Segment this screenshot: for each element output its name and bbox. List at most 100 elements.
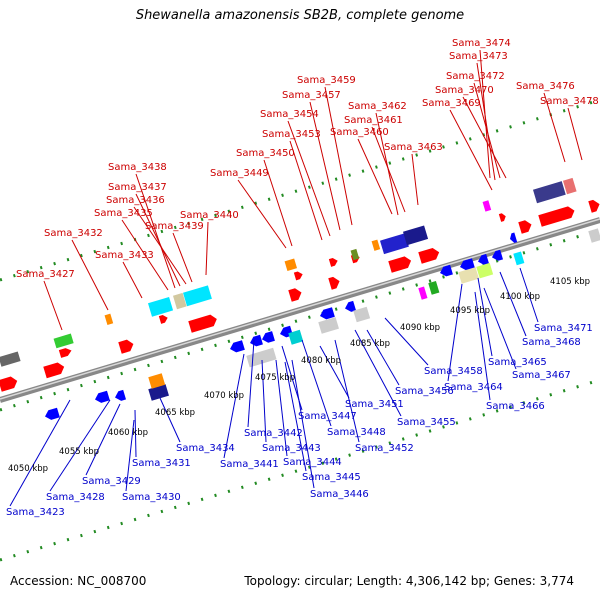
tick-dot-lines (0, 98, 600, 562)
gene-forward-6 (388, 256, 412, 273)
gene-label-top: Sama_3472 (446, 71, 505, 82)
gene-forward-5 (328, 276, 340, 290)
leader-top-16 (237, 179, 287, 249)
scale-label: 4070 kbp (204, 391, 244, 401)
leader-top-13 (357, 138, 393, 215)
dots-upper (0, 98, 600, 282)
gene-label-bottom: Sama_3452 (355, 443, 414, 454)
leader-top-12 (289, 140, 323, 241)
gene-label-top: Sama_3438 (108, 162, 167, 173)
gene-reverse-3 (230, 340, 245, 353)
gene-label-top: Sama_3474 (452, 38, 511, 49)
leader-bottom-0 (519, 267, 539, 323)
leader-bottom-19 (159, 397, 181, 443)
leader-bottom-14 (261, 359, 267, 443)
gene-label-top: Sama_3478 (540, 96, 599, 107)
gene-label-top: Sama_3449 (210, 168, 269, 179)
leader-bottom-11 (301, 339, 332, 427)
leader-top-20 (121, 219, 169, 291)
gene-block-5 (532, 181, 566, 204)
leader-top-25 (43, 280, 63, 331)
leader-top-24 (122, 261, 143, 299)
gene-features (0, 177, 600, 420)
leader-top-19 (133, 206, 187, 285)
gene-reverse-5 (262, 331, 275, 343)
scale-label: 4105 kbp (550, 277, 590, 287)
gene-forward-0 (0, 376, 18, 392)
gene-label-bottom: Sama_3465 (488, 357, 547, 368)
gene-forward-small-5 (498, 213, 506, 222)
gene-reverse-2 (115, 389, 127, 401)
gene-label-top: Sama_3470 (435, 85, 494, 96)
gene-label-bottom: Sama_3431 (132, 458, 191, 469)
scale-label: 4060 kbp (108, 428, 148, 438)
gene-label-bottom: Sama_3447 (298, 411, 357, 422)
gene-misc-0 (53, 333, 74, 349)
leader-top-21 (205, 221, 209, 276)
gene-label-top: Sama_3450 (236, 148, 295, 159)
gene-forward-1 (43, 362, 65, 379)
leader-top-14 (411, 153, 419, 206)
gene-label-top: Sama_3436 (106, 195, 165, 206)
leader-bottom-9 (354, 329, 402, 417)
gene-misc-3 (284, 258, 298, 271)
scale-label: 4065 kbp (155, 408, 195, 418)
leader-bottom-16 (275, 359, 288, 457)
leader-bottom-17 (284, 361, 307, 472)
gene-label-bottom: Sama_3442 (244, 428, 303, 439)
gene-label-bottom: Sama_3423 (6, 507, 65, 518)
leader-bottom-21 (85, 403, 121, 476)
gene-reverse-13 (510, 232, 518, 243)
gene-label-top: Sama_3461 (344, 115, 403, 126)
leader-bottom-15 (223, 353, 245, 459)
gene-label-top: Sama_3473 (449, 51, 508, 62)
scale-label: 4090 kbp (400, 323, 440, 333)
gene-labels: Sama_3474 Sama_3473 Sama_3472 Sama_3470 Sama… (6, 38, 599, 518)
gene-forward-2 (118, 339, 134, 354)
scale-label: 4085 kbp (350, 339, 390, 349)
gene-forward-small-0 (58, 348, 72, 358)
gene-reverse-0 (45, 407, 60, 420)
gene-forward-4 (288, 288, 302, 302)
leader-bottom-23 (125, 419, 135, 492)
gene-misc-6 (104, 313, 114, 325)
gene-label-bottom: Sama_3428 (46, 492, 105, 503)
gene-label-bottom: Sama_3446 (310, 489, 369, 500)
gene-label-bottom: Sama_3458 (424, 366, 483, 377)
leader-bottom-8 (319, 345, 350, 399)
gene-misc-5 (482, 200, 492, 212)
gene-forward-small-1 (158, 315, 168, 324)
gene-forward-7 (418, 247, 440, 264)
leader-bottom-18 (291, 359, 315, 489)
leader-bottom-22 (49, 399, 111, 492)
gene-reverse-11 (478, 253, 490, 265)
scale-labels: 4050 kbp 4055 kbp 4060 kbp 4065 kbp 4070 kbp… (8, 277, 590, 474)
gene-label-bottom: Sama_3466 (486, 401, 545, 412)
gene-misc-2 (350, 248, 360, 261)
backbone-highlight (0, 218, 600, 400)
gene-forward-10 (588, 199, 600, 213)
gene-reverse-block-9 (476, 262, 494, 279)
gene-block-0 (147, 296, 174, 317)
gene-label-top: Sama_3469 (422, 98, 481, 109)
leader-bottom-2 (477, 277, 493, 357)
gene-label-top: Sama_3462 (348, 101, 407, 112)
gene-label-bottom: Sama_3441 (220, 459, 279, 470)
leader-top-10 (375, 112, 399, 216)
gene-reverse-block-10 (513, 251, 525, 266)
scale-label: 4055 kbp (59, 447, 99, 457)
leader-bottom-20 (134, 409, 137, 458)
scale-label: 4075 kbp (255, 373, 295, 383)
gene-reverse-block-0 (148, 384, 169, 401)
gene-forward-small-2 (293, 271, 303, 281)
gene-reverse-block-7 (428, 280, 440, 295)
leader-bottom-6 (384, 317, 429, 366)
gene-label-top: Sama_3439 (145, 221, 204, 232)
gene-label-bottom: Sama_3468 (522, 337, 581, 348)
leader-bottom-4 (447, 283, 463, 382)
gene-block-3 (379, 233, 409, 255)
gene-label-bottom: Sama_3443 (262, 443, 321, 454)
leader-top-1 (476, 62, 496, 181)
backbone-line (0, 217, 600, 403)
scale-label: 4080 kbp (301, 356, 341, 366)
